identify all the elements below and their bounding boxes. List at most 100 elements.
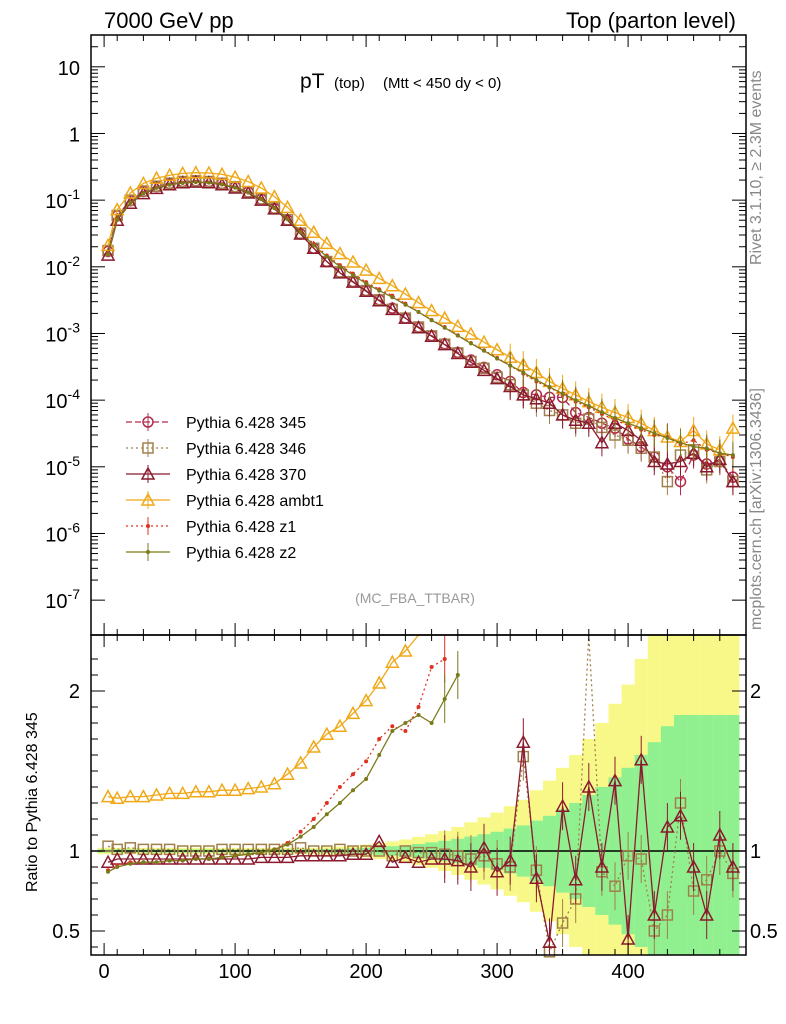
- y-tick-label: 10-1: [45, 186, 80, 213]
- data-point: [560, 391, 565, 396]
- data-point: [142, 442, 154, 454]
- ratio-y-tick-label: 2: [69, 681, 80, 703]
- data-point: [259, 197, 264, 202]
- data-point: [482, 348, 486, 353]
- data-point: [206, 180, 211, 185]
- data-point: [102, 840, 114, 852]
- data-point: [502, 853, 518, 867]
- data-point: [293, 212, 308, 226]
- data-point: [214, 782, 230, 796]
- data-point: [100, 789, 116, 803]
- data-point: [717, 451, 722, 456]
- data-point: [476, 840, 492, 854]
- data-point: [268, 843, 281, 856]
- data-point: [403, 302, 408, 307]
- legend-entry: Pythia 6.428 ambt1: [126, 491, 324, 510]
- data-point: [364, 281, 369, 286]
- data-point: [364, 759, 369, 764]
- data-point: [358, 262, 374, 276]
- data-point: [240, 173, 256, 188]
- data-point: [647, 453, 662, 468]
- data-point: [345, 705, 361, 720]
- data-point: [725, 474, 741, 488]
- ratio-y-tick-label-right: 0.5: [750, 921, 778, 943]
- ratio-plot-frame: [90, 634, 747, 956]
- data-point: [298, 829, 303, 834]
- data-point: [188, 784, 204, 798]
- data-point: [214, 851, 230, 865]
- data-point: [347, 845, 359, 857]
- data-point: [725, 859, 741, 873]
- legend-label: Pythia 6.428 370: [186, 467, 306, 484]
- data-point: [386, 850, 399, 862]
- data-point: [254, 180, 269, 194]
- data-point: [660, 456, 675, 470]
- data-point: [188, 165, 204, 179]
- data-point: [214, 166, 230, 181]
- axes-layer: 0 100 200 300 400 10 1 10-1 10-2 10-3 10-4 10-5 10-6…: [45, 34, 778, 983]
- data-point: [358, 693, 374, 707]
- data-point: [674, 475, 687, 488]
- data-point: [227, 169, 243, 183]
- data-point: [233, 853, 238, 858]
- main-series-layer: [100, 165, 741, 496]
- data-point: [311, 825, 316, 829]
- x-tick-label: 200: [349, 961, 382, 983]
- side-label-mcplots: mcplots.cern.ch [arXiv:1306.3436]: [748, 388, 765, 630]
- data-point: [665, 436, 670, 441]
- data-point: [240, 185, 256, 199]
- data-point: [416, 705, 421, 709]
- data-point: [280, 212, 295, 226]
- data-point: [622, 850, 634, 862]
- data-point: [699, 459, 714, 473]
- data-point: [463, 326, 479, 340]
- data-point: [398, 310, 413, 324]
- data-point: [123, 185, 138, 199]
- data-point: [176, 845, 189, 857]
- data-point: [442, 325, 447, 330]
- series-line: [107, 634, 432, 799]
- data-point: [106, 252, 111, 257]
- data-point: [162, 167, 177, 182]
- data-point: [476, 334, 492, 348]
- data-point: [516, 734, 531, 748]
- data-point: [489, 864, 505, 878]
- data-point: [193, 857, 198, 861]
- legend-entry: Pythia 6.428 370: [126, 465, 306, 484]
- data-point: [377, 288, 382, 293]
- data-point: [437, 310, 452, 324]
- data-point: [358, 283, 374, 297]
- data-point: [529, 870, 544, 884]
- data-point: [424, 303, 439, 317]
- series-line: [107, 658, 446, 871]
- data-point: [319, 726, 335, 740]
- data-point: [468, 341, 473, 346]
- data-point: [123, 789, 138, 803]
- data-point: [319, 253, 335, 268]
- ratio-y-tick-label: 1: [69, 841, 80, 863]
- data-point: [555, 407, 570, 421]
- data-point: [293, 755, 308, 769]
- data-point: [358, 846, 374, 860]
- x-tick-label: 100: [218, 961, 251, 983]
- data-point: [463, 859, 479, 873]
- data-point: [337, 264, 342, 269]
- data-point: [568, 412, 583, 426]
- data-point: [254, 192, 269, 206]
- data-point: [146, 550, 150, 554]
- header-right: Top (parton level): [566, 8, 736, 33]
- data-point: [180, 858, 185, 863]
- data-point: [455, 333, 460, 338]
- data-point: [699, 907, 714, 921]
- data-point: [115, 865, 120, 869]
- data-point: [162, 785, 177, 800]
- legend-label: Pythia 6.428 z1: [186, 519, 296, 536]
- x-tick-label: 300: [480, 961, 513, 983]
- data-point: [673, 808, 688, 822]
- legend-entry: Pythia 6.428 z1: [126, 517, 296, 536]
- data-point: [364, 777, 369, 781]
- data-point: [371, 833, 387, 848]
- data-point: [691, 444, 696, 449]
- data-point: [403, 729, 408, 733]
